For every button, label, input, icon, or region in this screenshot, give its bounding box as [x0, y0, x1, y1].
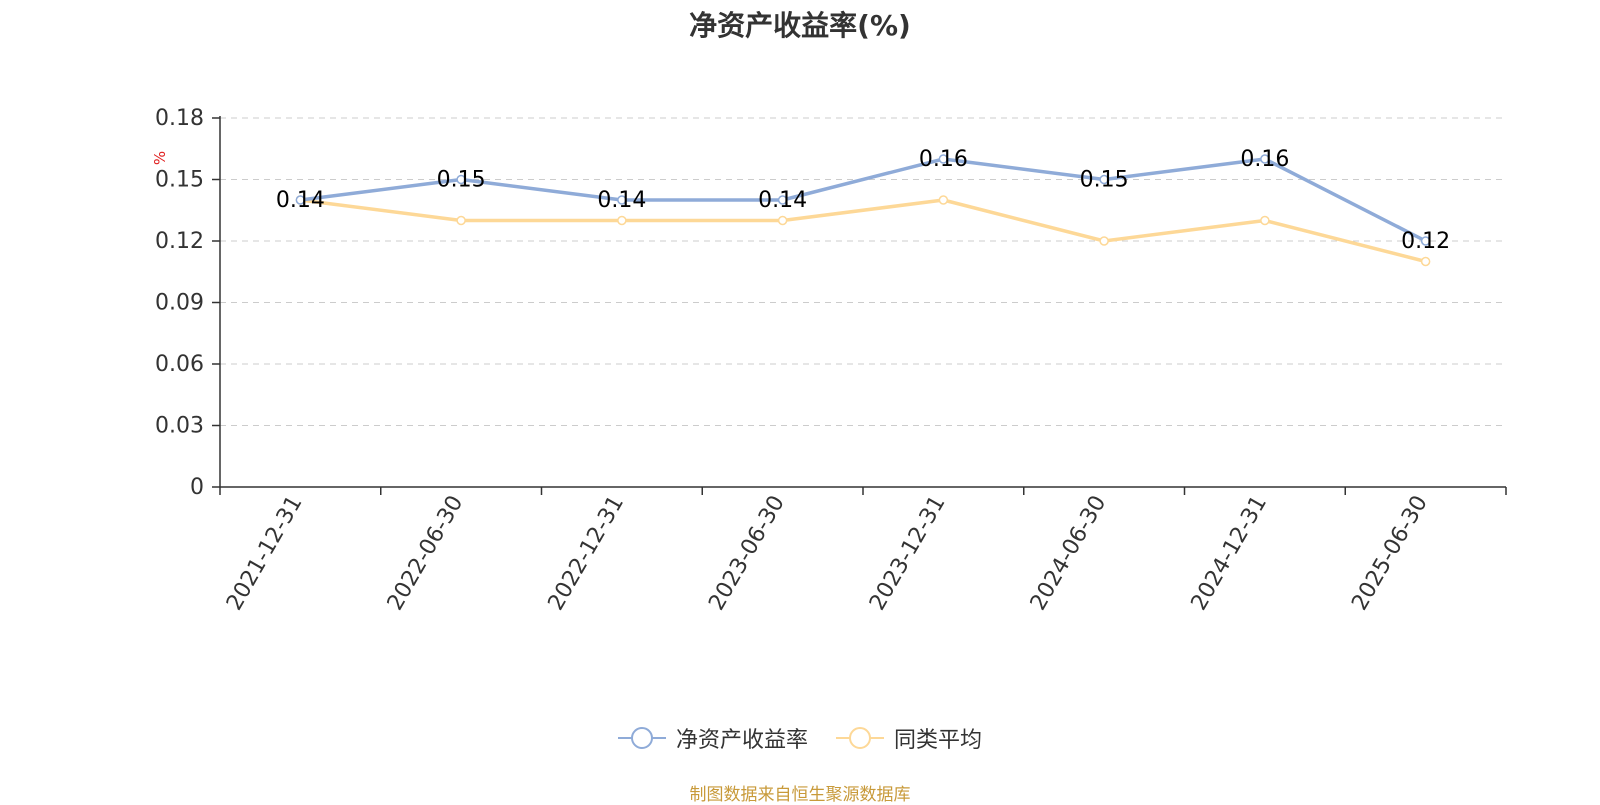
gridlines [220, 117, 1506, 426]
series-point-1 [456, 174, 466, 185]
series-point-2 [777, 215, 788, 226]
series-point-2 [938, 195, 949, 205]
legend-item-series1[interactable]: 净资产收益率 [617, 722, 808, 754]
series-point-2 [1260, 215, 1270, 226]
legend-label-series1: 净资产收益率 [675, 728, 808, 753]
data-label: 0.16 [1240, 147, 1289, 172]
series-layer [295, 154, 1431, 267]
y-tick-label: 0.09 [155, 291, 204, 316]
data-label: 0.16 [919, 147, 968, 172]
legend-label-series2: 同类平均 [894, 728, 983, 753]
series-point-1 [1420, 236, 1431, 246]
y-tick-label: 0.15 [155, 168, 204, 193]
legend-swatch-series2 [836, 727, 884, 749]
legend-item-series2[interactable]: 同类平均 [836, 722, 982, 754]
data-label: 0.14 [276, 188, 325, 213]
y-tick-label: 0.03 [155, 414, 204, 439]
series-point-1 [1260, 154, 1270, 164]
x-tick-label: 2022-06-30 [383, 492, 469, 615]
series-point-1 [617, 195, 627, 205]
series-point-2 [1099, 236, 1109, 246]
series-point-1 [938, 154, 949, 164]
axes: 0 0.03 0.06 0.09 0.12 0.15 0.18% 2021-12-31 2022… [151, 106, 1507, 615]
chart-title: 净资产收益率(%) [689, 9, 911, 42]
y-tick-label: 0.06 [155, 352, 204, 377]
data-label: 0.14 [597, 188, 646, 213]
x-tick-label: 2024-12-31 [1186, 492, 1272, 615]
x-tick-label: 2021-12-31 [222, 492, 308, 615]
x-tick-label: 2025-06-30 [1347, 492, 1433, 615]
y-tick-label: 0.18 [155, 106, 204, 131]
x-tick-label: 2023-12-31 [865, 492, 951, 615]
series-line-1 [300, 157, 1427, 243]
data-labels: 0.14 0.15 0.14 0.14 0.16 0.15 0.16 0.12 [276, 147, 1450, 254]
legend-swatch-series1 [617, 727, 666, 749]
y-tick-label: 0 [190, 475, 204, 500]
series-point-1 [777, 195, 788, 205]
data-label: 0.12 [1401, 229, 1450, 254]
data-label: 0.14 [758, 188, 807, 213]
source-note: 制图数据来自恒生聚源数据库 [689, 785, 911, 805]
x-tick-label: 2023-06-30 [704, 492, 790, 615]
series-point-1 [1099, 174, 1109, 185]
series-point-1 [295, 195, 306, 205]
series-point-2 [456, 215, 466, 226]
y-tick-label: 0.12 [155, 229, 204, 254]
y-axis-unit: % [151, 151, 169, 165]
data-label: 0.15 [1080, 168, 1129, 193]
legend: 净资产收益率 同类平均 [0, 722, 1600, 754]
series-point-2 [1420, 256, 1431, 267]
data-label: 0.15 [437, 168, 486, 193]
x-tick-label: 2024-06-30 [1026, 492, 1112, 615]
series-point-2 [617, 215, 627, 226]
x-tick-label: 2022-12-31 [543, 492, 629, 615]
series-line-2 [300, 198, 1427, 264]
